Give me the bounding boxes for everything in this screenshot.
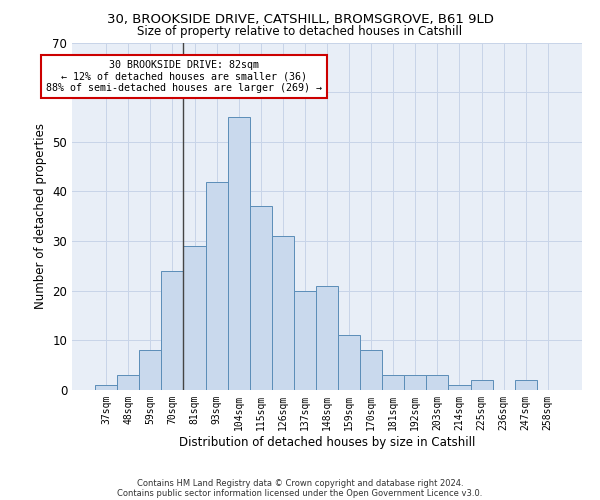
Y-axis label: Number of detached properties: Number of detached properties <box>34 123 47 309</box>
Bar <box>294 290 316 390</box>
Text: 30 BROOKSIDE DRIVE: 82sqm
← 12% of detached houses are smaller (36)
88% of semi-: 30 BROOKSIDE DRIVE: 82sqm ← 12% of detac… <box>46 60 322 93</box>
Bar <box>161 271 184 390</box>
Text: 30, BROOKSIDE DRIVE, CATSHILL, BROMSGROVE, B61 9LD: 30, BROOKSIDE DRIVE, CATSHILL, BROMSGROV… <box>107 12 493 26</box>
Bar <box>404 375 427 390</box>
Bar <box>338 336 360 390</box>
Bar <box>470 380 493 390</box>
Text: Size of property relative to detached houses in Catshill: Size of property relative to detached ho… <box>137 25 463 38</box>
Bar <box>382 375 404 390</box>
Bar <box>184 246 206 390</box>
Bar <box>95 385 117 390</box>
Bar <box>117 375 139 390</box>
Bar <box>272 236 294 390</box>
Bar <box>227 117 250 390</box>
Bar <box>448 385 470 390</box>
Bar <box>250 206 272 390</box>
Bar <box>139 350 161 390</box>
Bar <box>360 350 382 390</box>
Bar <box>206 182 227 390</box>
Bar <box>515 380 537 390</box>
Bar <box>316 286 338 390</box>
Text: Contains public sector information licensed under the Open Government Licence v3: Contains public sector information licen… <box>118 488 482 498</box>
X-axis label: Distribution of detached houses by size in Catshill: Distribution of detached houses by size … <box>179 436 475 448</box>
Text: Contains HM Land Registry data © Crown copyright and database right 2024.: Contains HM Land Registry data © Crown c… <box>137 478 463 488</box>
Bar <box>427 375 448 390</box>
